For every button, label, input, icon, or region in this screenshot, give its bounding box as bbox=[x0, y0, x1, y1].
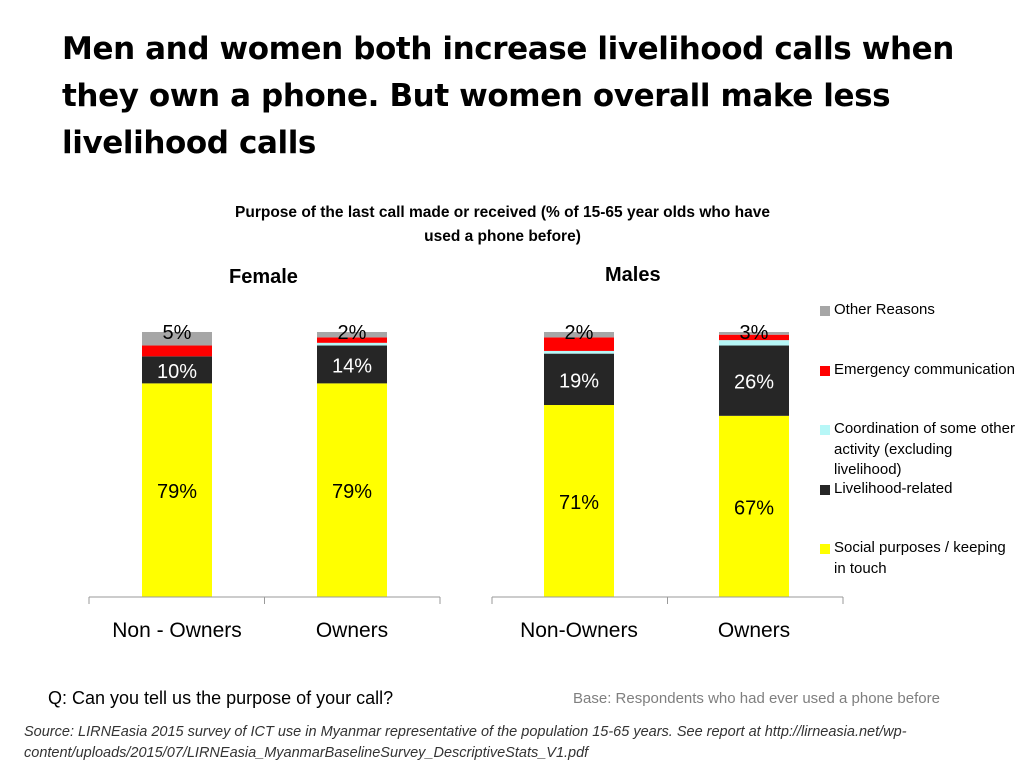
chart-title: Purpose of the last call made or receive… bbox=[235, 204, 770, 245]
legend-swatch-coordination bbox=[820, 425, 830, 435]
bar-males-owners-coordination-of-some-other-activity-excluding-livelihood bbox=[719, 340, 789, 346]
data-label-female-owners-livelihood-related: 14% bbox=[332, 355, 372, 377]
bar-males-non-owners-social-purposes-keeping-in-touch bbox=[544, 405, 614, 597]
bar-female-owners-coordination-of-some-other-activity-excluding-livelihood bbox=[317, 342, 387, 346]
legend-label-other-reasons: Other Reasons bbox=[834, 301, 935, 318]
data-label-males-non-owners-livelihood-related: 19% bbox=[559, 370, 599, 392]
bar-males-non-owners-coordination-of-some-other-activity-excluding-livelihood bbox=[544, 350, 614, 354]
data-label-female-non-owners-social-purposes-keeping-in-touch: 79% bbox=[157, 481, 197, 503]
bar-female-non-owners-other-reasons bbox=[142, 332, 212, 346]
base-note: Base: Respondents who had ever used a ph… bbox=[573, 690, 940, 707]
category-label-males-non-owners: Non-Owners bbox=[520, 619, 638, 642]
bar-males-owners-other-reasons bbox=[719, 332, 789, 335]
bar-males-non-owners-emergency-communication bbox=[544, 337, 614, 351]
legend-label-emergency: Emergency communication bbox=[834, 361, 1015, 378]
bar-female-owners-other-reasons bbox=[317, 332, 387, 338]
bar-female-owners-social-purposes-keeping-in-touch bbox=[317, 383, 387, 597]
slide-title: Men and women both increase livelihood c… bbox=[62, 31, 954, 161]
data-label-female-non-owners-other-reasons: 5% bbox=[163, 322, 192, 344]
category-label-female-non-owners: Non - Owners bbox=[112, 619, 242, 642]
data-label-female-non-owners-livelihood-related: 10% bbox=[157, 361, 197, 383]
legend-swatch-other-reasons bbox=[820, 306, 830, 316]
data-label-males-owners-other-reasons: 3% bbox=[740, 322, 769, 344]
legend-label-social: Social purposes / keeping in touch bbox=[834, 539, 1006, 577]
data-label-female-owners-social-purposes-keeping-in-touch: 79% bbox=[332, 481, 372, 503]
legend-label-livelihood: Livelihood-related bbox=[834, 480, 953, 497]
data-label-males-owners-social-purposes-keeping-in-touch: 67% bbox=[734, 497, 774, 519]
bar-males-owners-social-purposes-keeping-in-touch bbox=[719, 415, 789, 597]
bar-female-non-owners-social-purposes-keeping-in-touch bbox=[142, 383, 212, 597]
panel-label-males: Males bbox=[605, 264, 661, 286]
bar-female-owners-livelihood-related bbox=[317, 345, 387, 384]
survey-question: Q: Can you tell us the purpose of your c… bbox=[48, 688, 394, 708]
panel-label-female: Female bbox=[229, 266, 298, 288]
bar-female-owners-emergency-communication bbox=[317, 337, 387, 343]
data-label-males-non-owners-other-reasons: 2% bbox=[565, 322, 594, 344]
legend-swatch-emergency bbox=[820, 366, 830, 376]
data-label-males-owners-livelihood-related: 26% bbox=[734, 372, 774, 394]
source-note: Source: LIRNEasia 2015 survey of ICT use… bbox=[24, 724, 907, 761]
category-label-males-owners: Owners bbox=[718, 619, 790, 642]
category-label-female-owners: Owners bbox=[316, 619, 388, 642]
bar-males-non-owners-livelihood-related bbox=[544, 353, 614, 406]
bar-males-non-owners-other-reasons bbox=[544, 332, 614, 338]
legend-swatch-social bbox=[820, 544, 830, 554]
bar-female-non-owners-emergency-communication bbox=[142, 345, 212, 357]
legend-swatch-livelihood bbox=[820, 485, 830, 495]
bar-female-non-owners-livelihood-related bbox=[142, 356, 212, 384]
bar-males-owners-livelihood-related bbox=[719, 345, 789, 416]
data-label-female-owners-other-reasons: 2% bbox=[338, 322, 367, 344]
legend-label-coordination: Coordination of some other activity (exc… bbox=[834, 420, 1015, 478]
bar-males-owners-emergency-communication bbox=[719, 334, 789, 341]
data-label-males-non-owners-social-purposes-keeping-in-touch: 71% bbox=[559, 492, 599, 514]
